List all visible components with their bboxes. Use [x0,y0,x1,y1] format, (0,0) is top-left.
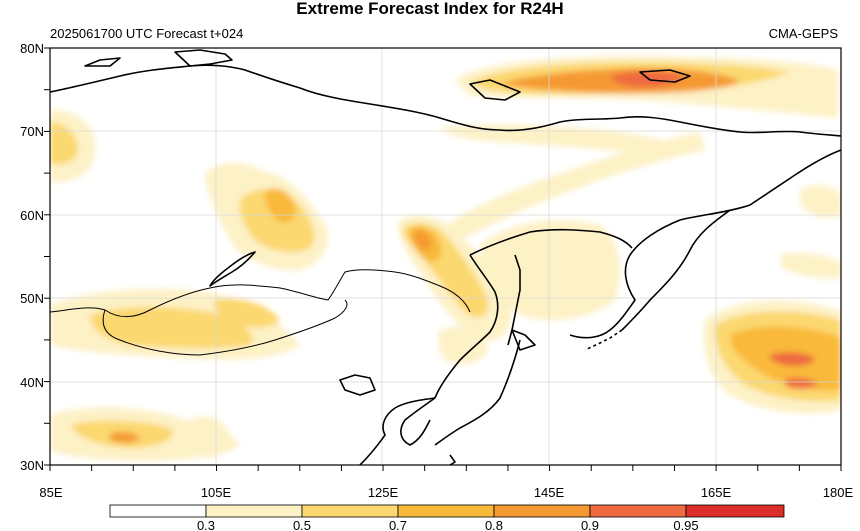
colorbar-box-4 [493,504,591,518]
lon-label: 145E [534,485,565,500]
new-siberian-islands [469,79,521,101]
severnaya-zemlya [174,49,233,67]
colorbar-label: 0.3 [197,518,215,531]
colorbar-box-3 [397,504,495,518]
lon-labels: 85E 105E 125E 145E 165E 180E [39,485,853,500]
map-title: Extreme Forecast Index for R24H [296,0,564,18]
colorbar-label: 0.8 [485,518,503,531]
lon-label: 180E [823,485,854,500]
japan-hokkaido [511,329,536,351]
korea-coast [400,397,436,446]
colorbar-box-2 [301,504,399,518]
efi-area-tibet-high [110,431,140,443]
efi-area-siberia-band [440,132,705,245]
lat-label: 70N [20,124,44,139]
mongolia-border [50,269,471,318]
kuril-islands [584,329,623,351]
china-coast [359,397,436,465]
efi-area-east-edge2 [780,252,841,279]
efi-area-west-edge-mid [50,122,78,165]
colorbar-box-6 [685,504,785,518]
efi-area-baikal-north-high [264,188,296,223]
china-north-border [102,299,348,356]
lat-label: 30N [20,458,44,473]
efi-area-east-edge [800,185,841,218]
taiwan [449,454,456,465]
lat-label: 50N [20,291,44,306]
efi-area-japan [437,326,488,365]
coastlines [50,49,841,465]
kamchatka [621,209,731,331]
chukotka-coast [569,149,841,339]
sakhalin [507,254,521,346]
colorbar-box-0 [109,504,207,518]
lat-label: 40N [20,375,44,390]
lake-baikal [209,251,256,287]
efi-area-okhotsk [480,220,620,320]
efi-area-amur-peak [413,230,432,251]
model-label: CMA-GEPS [768,26,838,41]
colorbar-box-5 [589,504,687,518]
efi-shading-layer [50,55,841,461]
wrangel-island [639,69,691,83]
lat-label: 60N [20,208,44,223]
forecast-init-label: 2025061700 UTC Forecast t+024 [50,26,244,41]
efi-area-pacific-peak2 [785,377,818,389]
efi-area-pacific-peak [769,352,815,366]
efi-area-south-china [187,416,230,458]
colorbar-label: 0.7 [389,518,407,531]
efi-area-arctic-peak [610,71,682,88]
japan-honshu [434,339,521,446]
bohai-coast [339,374,376,396]
mainland-amur-coast [434,254,499,399]
axis-ticks [44,47,842,471]
efi-area-arctic-coast [440,124,690,156]
efi-area-mongolia-east [213,298,280,328]
bolshevik-island [84,57,121,67]
colorbar-label: 0.95 [673,518,698,531]
efi-area-baikal-north-mid [239,188,315,253]
lon-label: 165E [701,485,732,500]
lat-labels: 80N 70N 60N 50N 40N 30N [20,41,44,473]
lon-label: 125E [368,485,399,500]
efi-area-mongolia-mid [90,307,253,349]
lon-label: 105E [201,485,232,500]
lat-label: 80N [20,41,44,56]
lon-label: 85E [39,485,62,500]
okhotsk-north-coast [469,228,633,256]
colorbar: 0.3 0.5 0.7 0.8 0.9 0.95 [109,504,785,531]
colorbar-label: 0.9 [581,518,599,531]
colorbar-label: 0.5 [293,518,311,531]
colorbar-box-1 [205,504,303,518]
